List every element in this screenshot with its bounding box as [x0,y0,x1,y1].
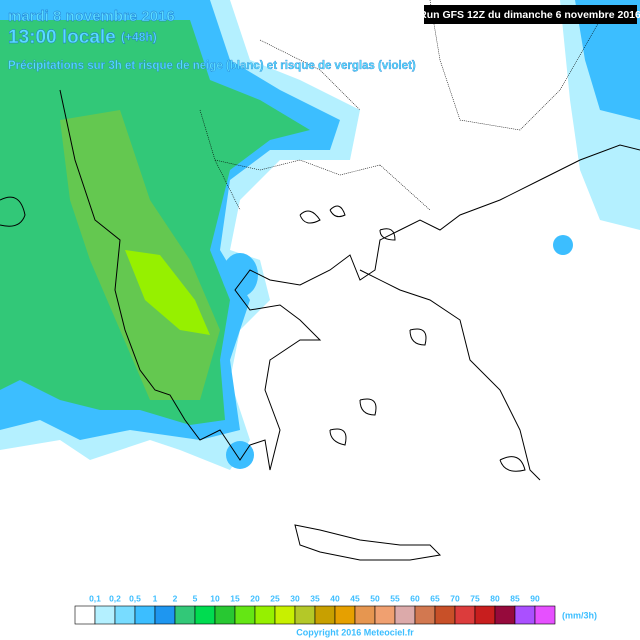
legend-swatch [294,605,316,625]
legend-swatch [474,605,496,625]
legend-label: 40 [330,593,340,603]
legend-label: 0,2 [109,593,121,603]
precip-cell [222,253,258,297]
legend-label: 65 [430,593,440,603]
legend-swatch [354,605,376,625]
precip-cell [553,235,573,255]
legend-swatch [254,605,276,625]
legend-label: 80 [490,593,500,603]
legend-label: 25 [270,593,280,603]
legend-swatch [214,605,236,625]
legend-swatch [434,605,456,625]
precip-field [0,0,640,470]
borders [199,0,601,211]
legend-label: 50 [370,593,380,603]
precip-cell [226,441,254,469]
legend-label: 15 [230,593,240,603]
legend-label: 35 [310,593,320,603]
legend-swatch [274,605,296,625]
coastlines [0,89,640,561]
coast [59,89,640,471]
legend-label: 60 [410,593,420,603]
legend-swatch [114,605,136,625]
legend-swatch [154,605,176,625]
time: 13:00 locale (+48h) [8,27,157,48]
legend-swatch [194,605,216,625]
legend-swatch [94,605,116,625]
coast [0,196,26,227]
unit: (mm/3h) [562,610,597,620]
run-box [424,5,637,24]
legend-label: 10 [210,593,220,603]
legend-swatch [174,605,196,625]
legend-label: 5 [193,593,198,603]
lead-time: (+48h) [121,30,157,44]
legend-label: 90 [530,593,540,603]
legend-label: 75 [470,593,480,603]
time-text: 13:00 locale [8,27,116,48]
precip-peak [125,250,210,335]
legend-label: 30 [290,593,300,603]
legend-label: 0,5 [129,593,141,603]
legend-label: 45 [350,593,360,603]
legend-label: 85 [510,593,520,603]
legend-swatch [134,605,156,625]
date: mardi 8 novembre 2016 [8,8,175,25]
legend-swatch [394,605,416,625]
legend-swatch [514,605,536,625]
legend-swatch [494,605,516,625]
copyright: Copyright 2016 Meteociel.fr [296,627,414,637]
legend-swatch [334,605,356,625]
crete [294,524,442,561]
run-info: Run GFS 12Z du dimanche 6 novembre 2016 [419,9,640,21]
legend-swatch [314,605,336,625]
legend-swatch [234,605,256,625]
legend-swatch [454,605,476,625]
legend-label: 0,1 [89,593,101,603]
legend-label: 1 [153,593,158,603]
coast [359,269,541,481]
border [199,0,601,211]
islands [299,205,526,472]
legend-swatch [534,605,556,625]
legend-swatch [74,605,96,625]
legend-label: 2 [173,593,178,603]
legend-swatch [374,605,396,625]
legend-swatch [414,605,436,625]
legend-label: 20 [250,593,260,603]
legend-label: 70 [450,593,460,603]
subtitle: Précipitations sur 3h et risque de neige… [8,60,416,72]
legend: 0,1 0,2 0,5 1 2 5 10 15 20 25 30 35 40 45 50 55 60 65 70 75… [74,593,556,625]
legend-label: 55 [390,593,400,603]
precip-east-core [575,0,640,120]
